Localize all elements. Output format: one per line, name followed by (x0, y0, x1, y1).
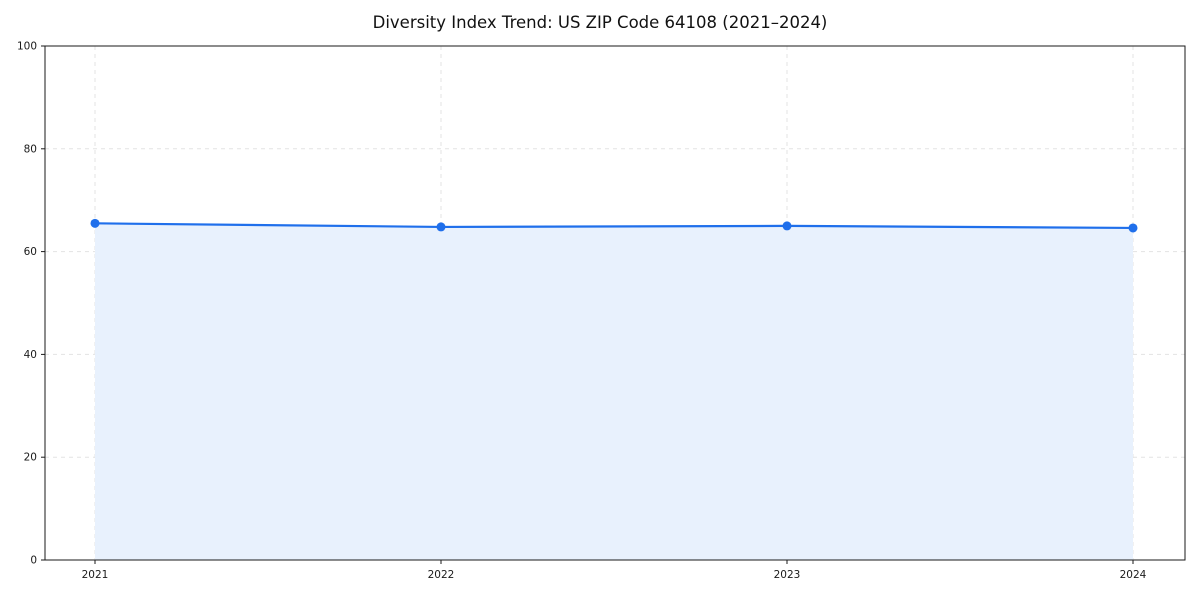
x-tick-label: 2023 (774, 569, 801, 581)
y-tick-label: 40 (24, 349, 37, 361)
data-point-marker (90, 218, 100, 228)
y-tick-label: 100 (17, 41, 37, 53)
trend-line (93, 222, 1135, 230)
data-point-marker (436, 222, 446, 232)
y-tick-label: 80 (24, 143, 37, 155)
chart-title: Diversity Index Trend: US ZIP Code 64108… (372, 13, 828, 32)
x-tick-label: 2024 (1120, 569, 1147, 581)
y-tick-label: 20 (24, 452, 37, 464)
data-point-marker (1128, 223, 1138, 233)
area-fill (95, 223, 1133, 560)
data-point-marker (782, 221, 792, 231)
y-tick-label: 60 (24, 246, 37, 258)
y-tick-label: 0 (30, 555, 37, 567)
plot-border (44, 45, 1186, 561)
x-tick-label: 2022 (428, 569, 455, 581)
x-tick-label: 2021 (82, 569, 109, 581)
